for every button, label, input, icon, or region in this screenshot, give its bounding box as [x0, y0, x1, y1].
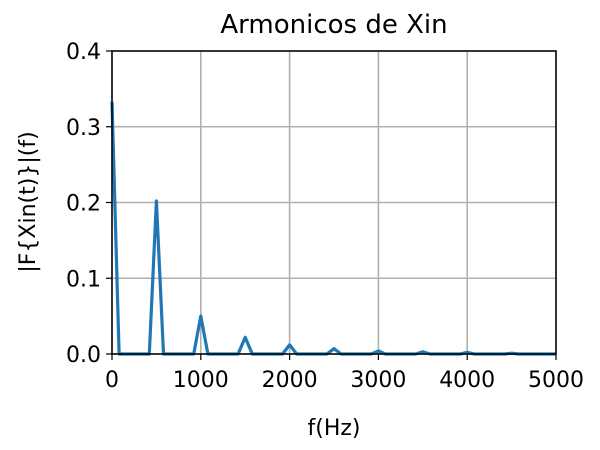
x-axis: 0 1000 2000 3000 4000 5000: [105, 354, 584, 393]
series-group: [110, 101, 556, 356]
series-line-0: [110, 101, 556, 356]
y-tick-label: 0.4: [66, 40, 101, 65]
x-tick-label: 2000: [262, 368, 318, 393]
y-tick-label: 0.0: [66, 343, 101, 368]
y-axis-label: |F{Xin(t)}|(f): [16, 131, 41, 272]
y-tick-label: 0.2: [66, 192, 101, 217]
x-tick-label: 1000: [173, 368, 229, 393]
y-tick-label: 0.3: [66, 116, 101, 141]
x-tick-label: 0: [105, 368, 119, 393]
x-tick-label: 5000: [528, 368, 584, 393]
x-tick-label: 4000: [439, 368, 495, 393]
x-tick-label: 3000: [350, 368, 406, 393]
chart-title: Armonicos de Xin: [220, 10, 447, 40]
x-axis-label: f(Hz): [307, 416, 360, 441]
y-axis: 0.0 0.1 0.2 0.3 0.4: [66, 40, 112, 368]
y-tick-label: 0.1: [66, 267, 101, 292]
grid: [111, 50, 557, 355]
